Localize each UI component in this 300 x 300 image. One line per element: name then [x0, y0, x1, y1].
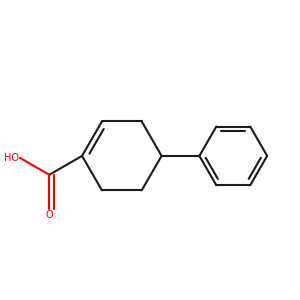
Text: O: O — [46, 210, 53, 220]
Text: HO: HO — [4, 153, 19, 163]
